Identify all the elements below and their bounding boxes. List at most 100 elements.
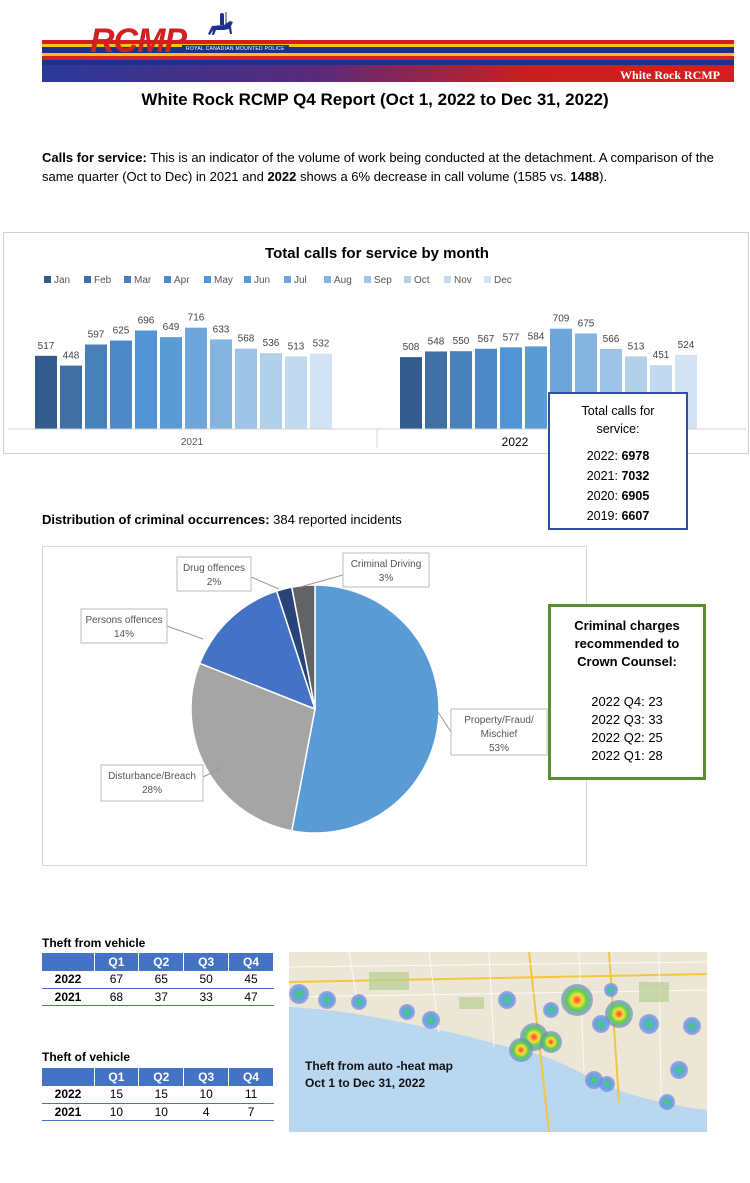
table-header-cell: Q1 (94, 953, 140, 971)
bar (260, 353, 282, 429)
table-header-cell: Q3 (183, 953, 230, 971)
charges-row: 2022 Q4: 23 (591, 694, 663, 709)
pie-value-label: 3% (379, 573, 394, 584)
bar-data-label: 550 (453, 336, 470, 347)
bar-data-label: 577 (503, 332, 520, 343)
total-calls-year: 2019: (586, 509, 618, 523)
table-header-cell: Q3 (183, 1068, 230, 1086)
table-header-cell: Q2 (138, 1068, 185, 1086)
total-calls-year: 2022: (586, 449, 618, 463)
legend-label: Dec (494, 275, 512, 286)
legend-swatch (84, 276, 91, 283)
table-header-cell (42, 1068, 95, 1086)
total-calls-row: 2019: 6607 (550, 506, 686, 526)
rcmp-header-banner: RCMP ROYAL CANADIAN MOUNTED POLICE White… (42, 12, 734, 84)
theft-from-vehicle-table: Q1 Q2 Q3 Q4 2022 67 65 50 45 2021 68 37 33 47 (42, 953, 274, 1006)
table-header-row: Q1 Q2 Q3 Q4 (42, 1068, 274, 1086)
legend-label: Nov (454, 275, 472, 286)
bar (235, 348, 257, 429)
legend-label: Sep (374, 275, 392, 286)
table-cell: 50 (183, 971, 229, 989)
chart-title: Total calls for service by month (265, 245, 489, 262)
bar-data-label: 709 (553, 314, 570, 325)
pie-chart-svg: Property/Fraud/Mischief 53% Disturbance/Br… (80, 552, 548, 834)
legend-label: Jun (254, 275, 270, 286)
callout-leader (437, 711, 452, 733)
calls-text-3: ). (599, 169, 608, 184)
total-calls-value: 6607 (621, 509, 650, 523)
legend-swatch (124, 276, 131, 283)
pie-slice (290, 584, 316, 710)
bar (60, 365, 82, 429)
table-cell: 10 (183, 1086, 229, 1104)
pie-slice (190, 662, 316, 832)
legend-swatch (484, 276, 491, 283)
total-calls-row: 2021: 7032 (550, 466, 686, 486)
bar-data-label: 597 (88, 330, 105, 341)
charges-title: Criminal charges recommended to Crown Co… (574, 618, 680, 669)
calls-year: 2022 (267, 169, 297, 184)
legend-swatch (444, 276, 451, 283)
calls-label: Calls for service: (42, 150, 147, 165)
bar (110, 340, 132, 429)
logo-subtitle: ROYAL CANADIAN MOUNTED POLICE (182, 45, 289, 53)
callout-box (176, 556, 252, 592)
bar (500, 347, 522, 429)
category-label: 2022 (502, 435, 529, 449)
legend-swatch (244, 276, 251, 283)
bar (310, 353, 332, 429)
theft-from-vehicle-title: Theft from vehicle (42, 936, 146, 950)
bar (35, 355, 57, 429)
total-calls-title: Total calls for service: (581, 404, 655, 436)
callout-box (80, 608, 168, 644)
table-row-year: 2021 (42, 988, 94, 1006)
pie-value-label: 53% (489, 743, 509, 754)
category-label: 2021 (181, 437, 204, 448)
calls-text-2: shows a 6% decrease in call volume (1585… (296, 169, 571, 184)
heat-map-caption-line1: Theft from auto -heat map (305, 1059, 454, 1073)
legend-swatch (324, 276, 331, 283)
table-row-year: 2022 (42, 1086, 94, 1104)
legend-swatch (364, 276, 371, 283)
pie-value-label: 28% (142, 785, 162, 796)
bar-data-label: 649 (163, 322, 180, 333)
pie-slice (290, 584, 440, 834)
total-calls-row: 2020: 6905 (550, 486, 686, 506)
table-cell: 45 (228, 971, 274, 989)
table-row: 2022 67 65 50 45 (42, 971, 274, 989)
bar-data-label: 536 (263, 338, 280, 349)
pie-slice-label: Persons offences (85, 615, 162, 626)
bar (425, 351, 447, 429)
legend-swatch (284, 276, 291, 283)
detachment-name: White Rock RCMP (620, 68, 720, 82)
legend-swatch (404, 276, 411, 283)
table-header-cell (42, 953, 95, 971)
heat-map-image (289, 952, 707, 1132)
bar (85, 344, 107, 429)
legend-label: Aug (334, 275, 352, 286)
theft-heat-map: Theft from auto -heat map Oct 1 to Dec 3… (289, 952, 707, 1132)
bar-data-label: 716 (188, 313, 205, 324)
table-header-row: Q1 Q2 Q3 Q4 (42, 953, 274, 971)
calls-value: 1488 (570, 169, 600, 184)
calls-for-service-description: Calls for service: This is an indicator … (42, 148, 732, 186)
bar (185, 327, 207, 429)
table-cell: 10 (138, 1103, 184, 1121)
heat-map-caption: Theft from auto -heat map Oct 1 to Dec 3… (305, 1058, 453, 1092)
legend-swatch (164, 276, 171, 283)
calls-text-1: This is an indicator of the volume of wo… (42, 150, 714, 184)
distribution-text: 384 reported incidents (269, 512, 402, 527)
theft-of-vehicle-title: Theft of vehicle (42, 1050, 131, 1064)
bar-data-label: 451 (653, 350, 670, 361)
bar (210, 339, 232, 429)
table-header-cell: Q4 (228, 1068, 274, 1086)
bar (285, 356, 307, 429)
legend-label: Jan (54, 275, 70, 286)
bar-data-label: 517 (38, 341, 55, 352)
callout-box (450, 708, 548, 756)
rcmp-logo: RCMP (90, 22, 187, 60)
callout-leader (166, 625, 204, 640)
table-header-cell: Q4 (228, 953, 274, 971)
bar (525, 346, 547, 429)
legend-swatch (204, 276, 211, 283)
